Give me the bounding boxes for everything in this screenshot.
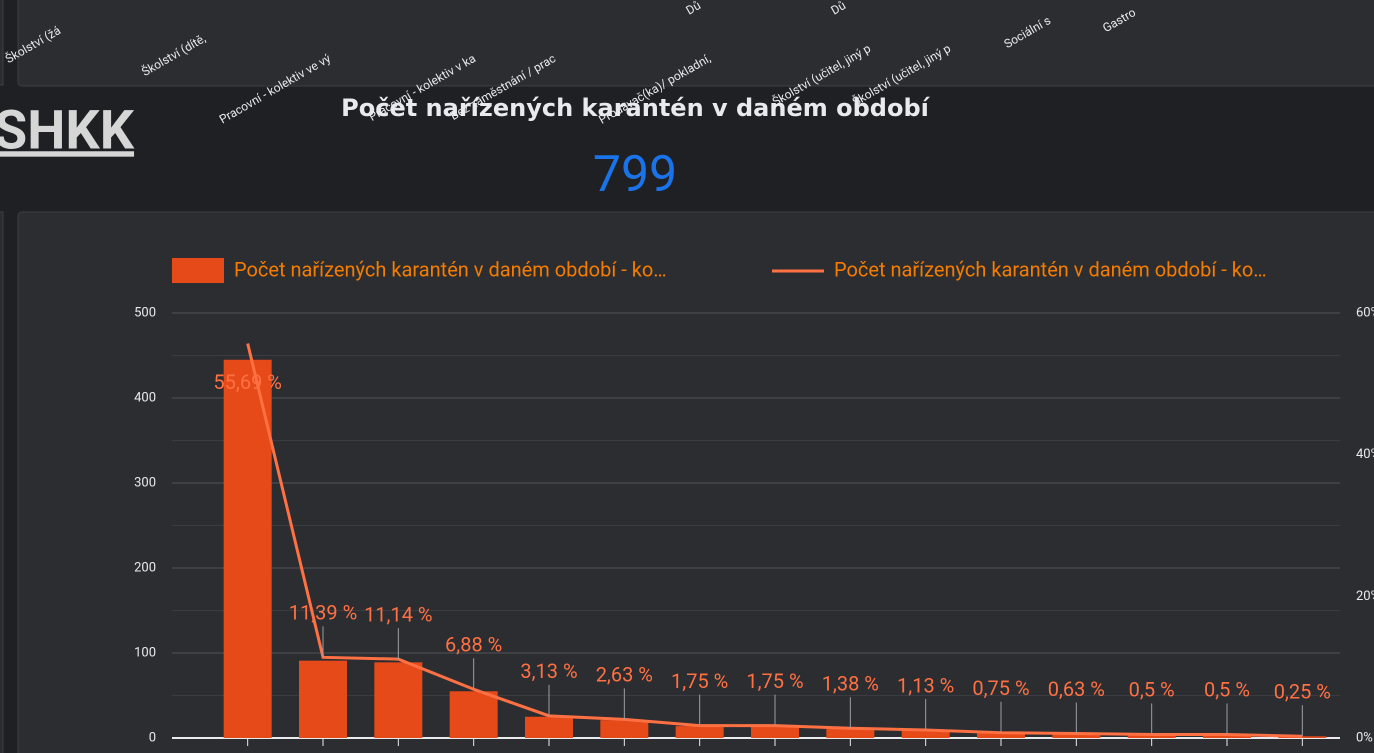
bar (374, 662, 423, 738)
bar (600, 720, 649, 738)
bar (675, 726, 724, 738)
data-label: 1,75 % (746, 669, 803, 693)
data-label: 2,63 % (596, 663, 653, 687)
data-label: 0,5 % (1129, 678, 1175, 702)
heading: SHKK (0, 99, 135, 162)
bar (826, 728, 875, 738)
y-tick-label: 0 (149, 730, 156, 745)
data-label: 1,13 % (897, 673, 954, 697)
bar (977, 732, 1025, 738)
data-label: 0,25 % (1274, 680, 1331, 704)
bar (223, 359, 272, 738)
bar (901, 730, 950, 738)
side-panel (0, 211, 4, 753)
data-label: 1,75 % (671, 669, 728, 693)
side-panel (0, 0, 4, 86)
data-label: 0,75 % (972, 676, 1029, 700)
bar (449, 691, 498, 738)
y-tick-label: 300 (134, 475, 156, 490)
y2-tick-label: 0% (1356, 730, 1373, 745)
bar (1127, 734, 1176, 738)
legend-label: Počet nařízených karantén v daném období… (234, 257, 667, 281)
y-tick-label: 200 (134, 560, 156, 575)
top-panel (17, 0, 1374, 87)
bar (299, 660, 347, 738)
bar (1203, 734, 1251, 738)
bar (751, 726, 799, 738)
data-label: 0,63 % (1048, 677, 1105, 701)
y-tick-label: 400 (134, 390, 156, 405)
legend-swatch (172, 258, 224, 283)
y2-tick-label: 20% (1356, 589, 1374, 604)
legend-label: Počet nařízených karantén v daném období… (834, 257, 1267, 281)
data-label: 11,14 % (364, 602, 433, 626)
y-tick-label: 500 (134, 305, 156, 320)
data-label: 11,39 % (289, 601, 358, 625)
data-label: 0,5 % (1204, 678, 1250, 702)
data-label: 1,38 % (822, 672, 879, 696)
bar (1052, 733, 1101, 738)
bar (525, 716, 573, 738)
y2-tick-label: 60% (1356, 305, 1374, 320)
data-label: 3,13 % (520, 659, 577, 683)
data-label: 6,88 % (445, 633, 502, 657)
scorecard-value: 799 (593, 146, 677, 204)
scorecard-title: Počet nařízených karantén v daném období (341, 94, 930, 122)
data-label: 55,69 % (213, 370, 282, 394)
y2-tick-label: 40% (1356, 447, 1374, 462)
y-tick-label: 100 (134, 645, 156, 660)
bar (1278, 736, 1327, 738)
